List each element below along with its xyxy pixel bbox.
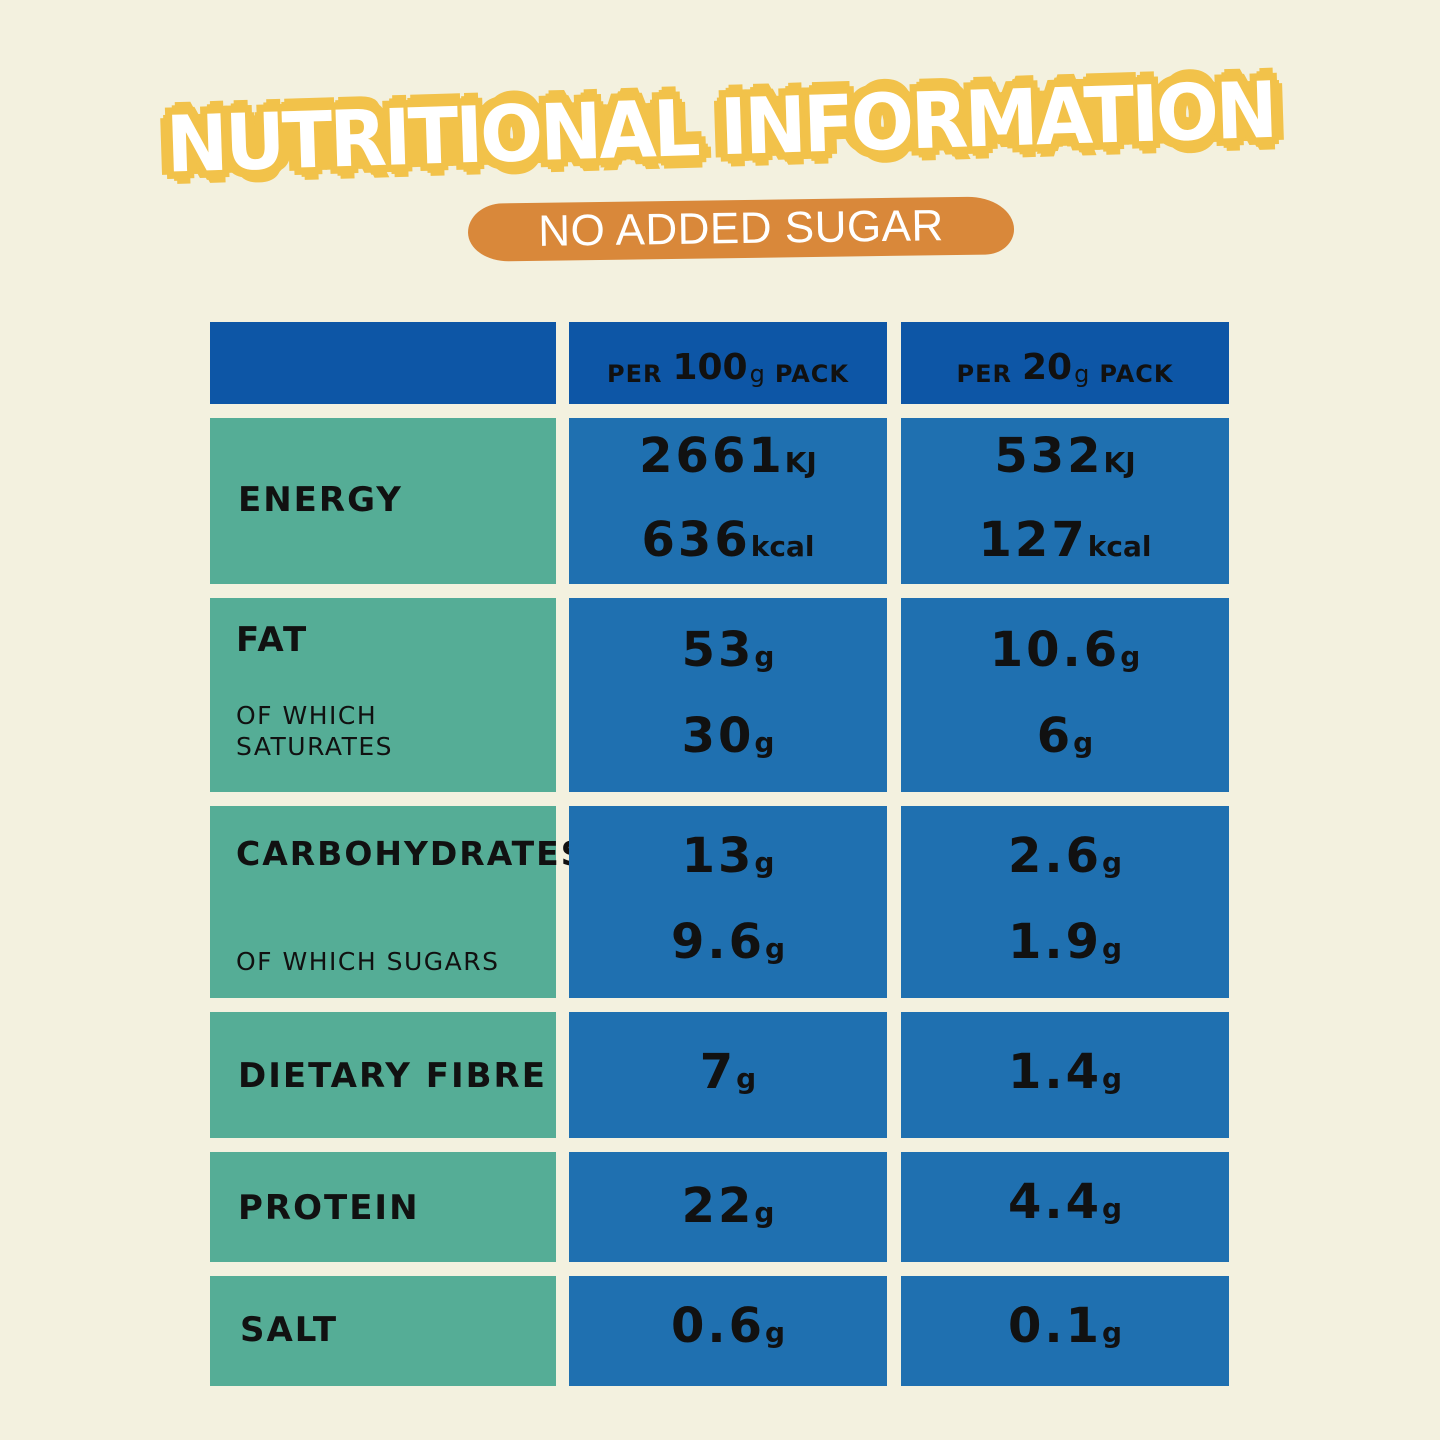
col1-prefix: PER [606,360,663,388]
col2-amount: 20 [1021,347,1073,388]
row-label-energy: ENERGY [210,418,556,584]
fat-per100-cell: 53g 30g [569,598,887,792]
row-label-fat: FAT OF WHICH SATURATES [210,598,556,792]
energy-per20-kj: 532KJ [994,428,1136,484]
fibre-per20-cell: 1.4g [901,1012,1229,1138]
energy-per100-kj: 2661KJ [639,428,817,484]
title-banner: NUTRITIONAL INFORMATION [0,58,1440,198]
energy-label: ENERGY [238,480,403,520]
column-header-per-20g: PER 20 g PACK [901,322,1229,404]
fat-per100-value: 53g [681,622,775,678]
fat-per20-cell: 10.6g 6g [901,598,1229,792]
fat-per20-value: 10.6g [989,622,1141,678]
salt-per20-value: 0.1g [1007,1298,1123,1354]
protein-label: PROTEIN [238,1188,420,1228]
carbs-per20-cell: 2.6g 1.9g [901,806,1229,998]
carbohydrates-label: CARBOHYDRATES [236,834,587,873]
sugars-sub-label: OF WHICH SUGARS [236,947,500,976]
col2-prefix: PER [956,360,1012,388]
row-label-protein: PROTEIN [210,1152,556,1262]
protein-per20-value: 4.4g [1007,1174,1123,1230]
row-label-fibre: DIETARY FIBRE [210,1012,556,1138]
salt-per20-cell: 0.1g [901,1276,1229,1386]
energy-per20-kcal: 127kcal [978,512,1152,568]
header-empty-cell [210,322,556,404]
fibre-per20-value: 1.4g [1007,1044,1123,1100]
col1-suffix: PACK [774,360,850,388]
energy-per100-kcal: 636kcal [641,512,815,568]
fibre-per100-value: 7g [699,1044,757,1100]
energy-per20-cell: 532KJ 127kcal [901,418,1229,584]
salt-label: SALT [240,1310,339,1350]
salt-per100-value: 0.6g [670,1298,786,1354]
subtitle-text: NO ADDED SUGAR [537,201,945,256]
subtitle-badge: NO ADDED SUGAR [467,196,1015,262]
col2-suffix: PACK [1099,360,1174,388]
salt-per100-cell: 0.6g [569,1276,887,1386]
energy-per100-cell: 2661KJ 636kcal [569,418,887,584]
fat-sub-label: OF WHICH SATURATES [236,701,394,762]
col1-amount: 100 [672,347,748,388]
carbs-per100-value: 13g [681,828,775,884]
column-header-per-100g: PER 100 g PACK [569,322,887,404]
fibre-label: DIETARY FIBRE [238,1056,547,1096]
protein-per100-value: 22g [681,1178,775,1234]
fibre-per100-cell: 7g [569,1012,887,1138]
saturates-per100-value: 30g [681,708,775,764]
row-label-carbohydrates: CARBOHYDRATES OF WHICH SUGARS [210,806,585,998]
carbs-per20-value: 2.6g [1007,828,1123,884]
row-label-salt: SALT [210,1276,556,1386]
sugars-per100-value: 9.6g [670,914,786,970]
sugars-per20-value: 1.9g [1007,914,1123,970]
saturates-per20-value: 6g [1036,708,1094,764]
protein-per20-cell: 4.4g [901,1152,1229,1262]
protein-per100-cell: 22g [569,1152,887,1262]
fat-label: FAT [236,620,309,660]
page-title: NUTRITIONAL INFORMATION [164,65,1276,191]
col2-unit: g [1074,360,1090,388]
carbs-per100-cell: 13g 9.6g [569,806,887,998]
col1-unit: g [749,360,765,388]
